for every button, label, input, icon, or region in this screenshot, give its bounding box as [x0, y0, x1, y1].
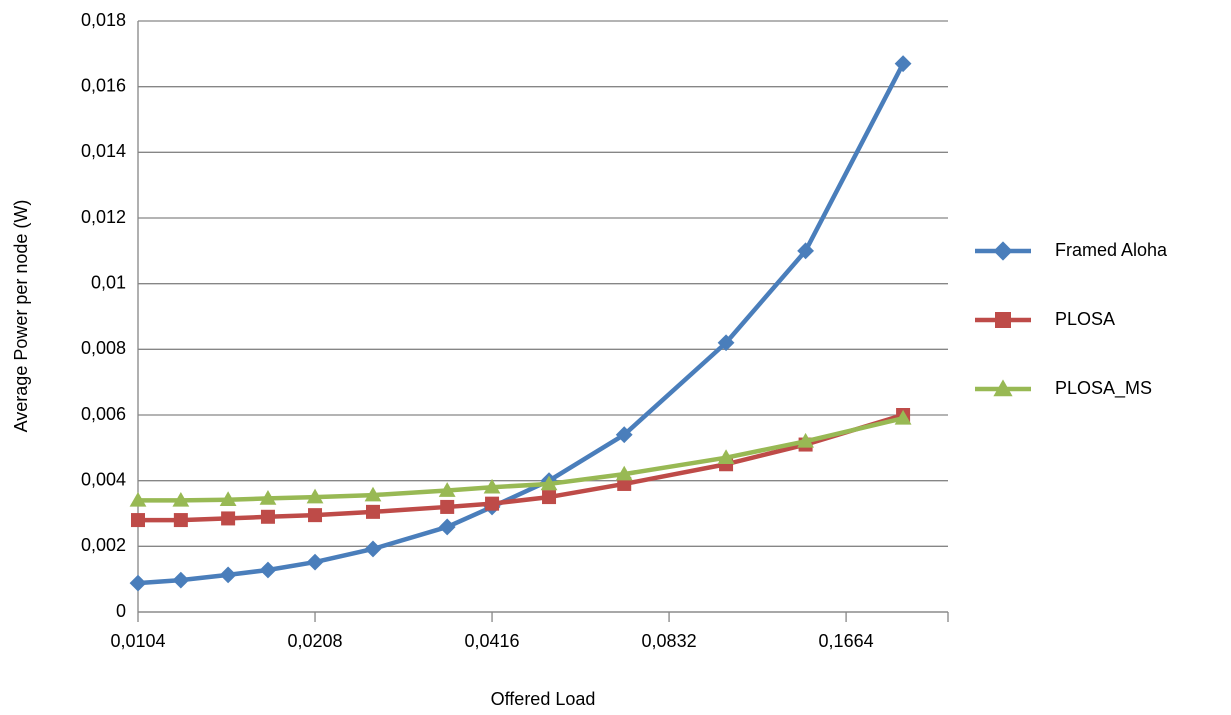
legend-label: PLOSA	[1055, 309, 1115, 329]
legend-swatch-marker	[993, 241, 1013, 261]
legend-label: PLOSA_MS	[1055, 378, 1152, 399]
data-point	[717, 449, 735, 464]
x-tick-label: 0,0416	[465, 631, 520, 651]
x-tick-label: 0,0208	[287, 631, 342, 651]
data-point	[617, 476, 632, 491]
data-point	[260, 509, 275, 524]
data-point	[483, 478, 501, 494]
y-tick-label: 0,01	[91, 272, 126, 292]
data-point	[438, 518, 456, 536]
y-tick-label: 0,018	[81, 10, 126, 30]
y-tick-label: 0,016	[81, 75, 126, 95]
y-axis-label: Average Power per node (W)	[11, 200, 31, 433]
data-point	[172, 491, 190, 507]
data-point	[894, 409, 912, 425]
y-tick-label: 0,008	[81, 338, 126, 358]
data-point	[542, 490, 557, 505]
y-tick-label: 0,004	[81, 469, 126, 489]
data-point	[615, 426, 633, 444]
x-tick-label: 0,1664	[819, 631, 874, 651]
data-point	[173, 513, 188, 528]
data-point	[540, 475, 558, 491]
data-point	[438, 482, 456, 497]
data-point	[615, 465, 633, 481]
data-point	[365, 504, 380, 519]
data-point	[259, 561, 277, 579]
data-point	[485, 496, 500, 511]
y-tick-label: 0	[116, 601, 126, 621]
y-tick-label: 0,006	[81, 404, 126, 424]
data-point	[131, 513, 145, 528]
series-line	[138, 416, 904, 503]
data-point	[172, 571, 190, 589]
data-point	[364, 540, 382, 558]
data-point	[219, 566, 237, 584]
data-point	[717, 334, 735, 352]
data-point	[308, 508, 323, 523]
data-point	[129, 574, 147, 592]
x-tick-label: 0,0104	[110, 631, 165, 651]
y-tick-label: 0,014	[81, 141, 126, 161]
data-point	[306, 553, 324, 571]
data-point	[306, 488, 324, 504]
legend-swatch-marker	[993, 379, 1013, 397]
series-line	[137, 62, 906, 586]
x-tick-label: 0,0832	[642, 631, 697, 651]
series-line	[138, 412, 904, 523]
data-point	[221, 511, 236, 526]
data-point	[797, 242, 814, 260]
y-tick-label: 0,002	[81, 535, 126, 555]
data-point	[894, 55, 912, 73]
data-point	[364, 486, 382, 502]
legend-swatch-marker	[995, 312, 1011, 328]
data-point	[259, 489, 277, 505]
data-point	[797, 432, 814, 448]
data-point	[129, 491, 147, 507]
data-point	[219, 491, 237, 507]
data-point	[440, 499, 455, 514]
x-axis-label: Offered Load	[491, 689, 596, 709]
y-tick-label: 0,012	[81, 207, 126, 227]
legend-label: Framed Aloha	[1055, 240, 1168, 260]
